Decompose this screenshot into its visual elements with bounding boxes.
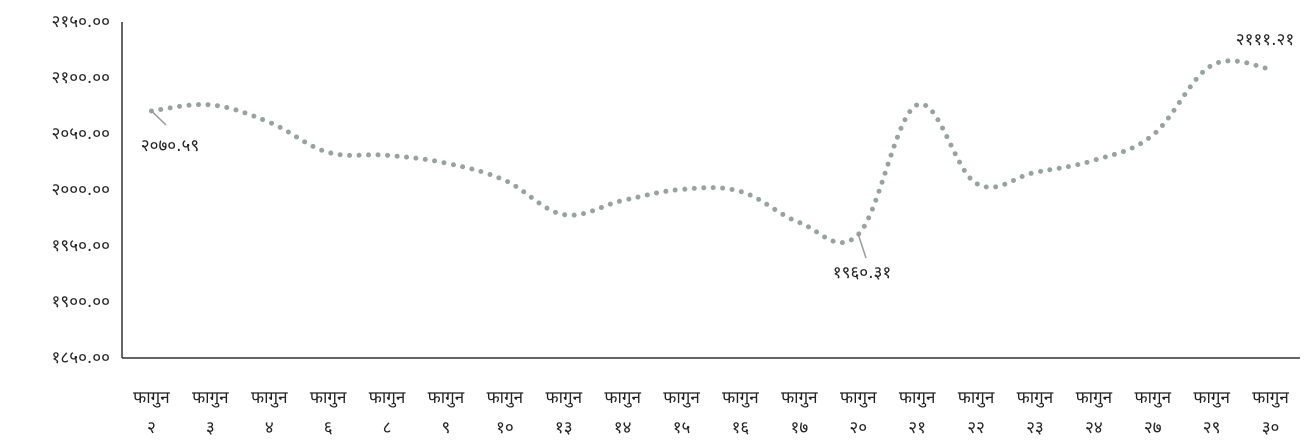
line-series xyxy=(148,58,1274,246)
x-tick-label: २३ xyxy=(1026,418,1044,438)
x-tick-label: फागुन xyxy=(1193,388,1230,408)
x-tick-label: ९ xyxy=(442,418,451,438)
x-tick-label: फागुन xyxy=(1076,388,1113,408)
x-tick-label: फागुन xyxy=(722,388,759,408)
x-tick-label: फागुन xyxy=(604,388,641,408)
x-tick-label: फागुन xyxy=(251,388,288,408)
x-tick-label: २ xyxy=(147,418,156,438)
y-tick-label: २०००.०० xyxy=(52,180,110,200)
x-tick-label: ४ xyxy=(265,418,274,438)
x-tick-label: ६ xyxy=(324,418,333,438)
x-tick-label: फागुन xyxy=(192,388,229,408)
data-label: २१११.२१ xyxy=(1236,30,1294,50)
x-tick-label: ८ xyxy=(383,418,392,438)
x-tick-label: २७ xyxy=(1144,418,1162,438)
leader-line xyxy=(857,234,867,259)
y-tick-label: २१५०.०० xyxy=(52,12,110,32)
x-tick-label: फागुन xyxy=(781,388,818,408)
y-tick-label: २१००.०० xyxy=(52,68,110,88)
y-tick-label: १९५०.०० xyxy=(52,236,110,256)
x-tick-label: फागुन xyxy=(545,388,582,408)
x-tick-label: २४ xyxy=(1085,418,1103,438)
data-label: २०७०.५९ xyxy=(141,136,199,156)
x-tick-label: फागुन xyxy=(487,388,524,408)
x-tick-label: १६ xyxy=(732,418,750,438)
x-tick-label: फागुन xyxy=(899,388,936,408)
x-tick-label: फागुन xyxy=(369,388,406,408)
x-tick-label: फागुन xyxy=(133,388,170,408)
y-tick-label: १९००.०० xyxy=(52,292,110,312)
x-tick-label: फागुन xyxy=(663,388,700,408)
data-label: १९६०.३१ xyxy=(833,263,891,283)
x-tick-label: २० xyxy=(849,418,867,438)
x-tick-label: फागुन xyxy=(428,388,465,408)
x-tick-label: २९ xyxy=(1203,418,1221,438)
x-tick-label: २२ xyxy=(967,418,985,438)
x-tick-label: फागुन xyxy=(1252,388,1289,408)
x-tick-label: ३ xyxy=(206,418,215,438)
x-tick-label: फागुन xyxy=(840,388,877,408)
x-tick-label: १७ xyxy=(791,418,809,438)
x-tick-label: फागुन xyxy=(310,388,347,408)
x-tick-label: १३ xyxy=(555,418,573,438)
x-tick-label: फागुन xyxy=(1017,388,1054,408)
x-tick-label: २१ xyxy=(908,418,926,438)
x-tick-label: फागुन xyxy=(1134,388,1171,408)
y-tick-label: २०५०.०० xyxy=(52,124,110,144)
x-tick-label: १४ xyxy=(614,418,632,438)
x-tick-label: १५ xyxy=(673,418,691,438)
leader-line xyxy=(150,110,167,126)
x-tick-label: १० xyxy=(496,418,514,438)
x-tick-label: ३० xyxy=(1262,418,1280,438)
y-tick-label: १८५०.०० xyxy=(52,348,110,368)
x-tick-label: फागुन xyxy=(958,388,995,408)
